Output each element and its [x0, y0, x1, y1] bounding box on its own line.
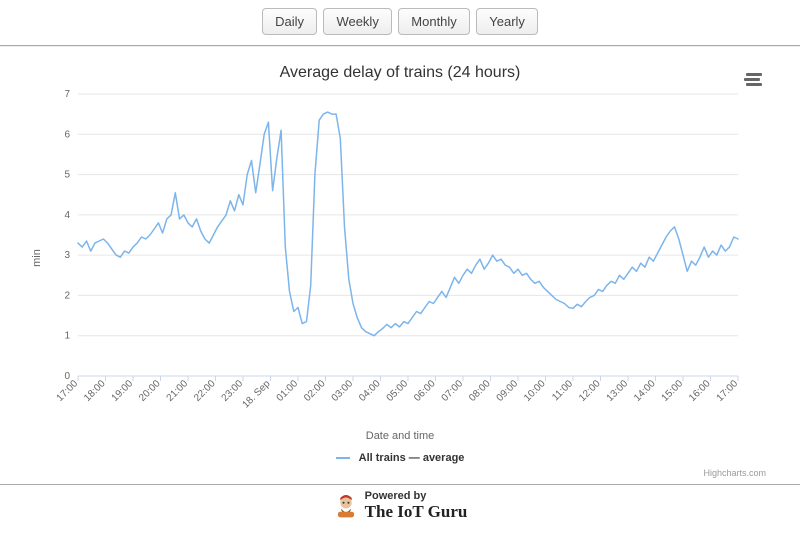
svg-text:16:00: 16:00	[687, 378, 713, 404]
yearly-button[interactable]: Yearly	[476, 8, 538, 35]
time-range-toolbar: Daily Weekly Monthly Yearly	[0, 0, 800, 46]
svg-text:5: 5	[64, 170, 70, 181]
legend-swatch-icon	[336, 457, 350, 459]
svg-text:08:00: 08:00	[467, 378, 493, 404]
svg-text:10:00: 10:00	[522, 378, 548, 404]
line-chart-svg: 0123456717:0018:0019:0020:0021:0022:0023…	[30, 88, 750, 428]
chart-legend[interactable]: All trains — average	[30, 442, 770, 468]
svg-text:18:00: 18:00	[82, 378, 108, 404]
svg-text:12:00: 12:00	[577, 378, 603, 404]
svg-text:23:00: 23:00	[220, 378, 246, 404]
y-axis-label: min	[31, 249, 43, 267]
svg-text:18. Sep: 18. Sep	[240, 378, 272, 410]
powered-by-brand: The IoT Guru	[365, 503, 468, 521]
x-axis-label: Date and time	[30, 430, 770, 442]
svg-text:03:00: 03:00	[330, 378, 356, 404]
svg-text:22:00: 22:00	[192, 378, 218, 404]
svg-text:14:00: 14:00	[632, 378, 658, 404]
svg-text:19:00: 19:00	[110, 378, 136, 404]
chart-title: Average delay of trains (24 hours)	[30, 64, 770, 82]
svg-text:21:00: 21:00	[165, 378, 191, 404]
svg-text:17:00: 17:00	[715, 378, 741, 404]
chart-container: Average delay of trains (24 hours) min 0…	[0, 46, 800, 485]
daily-button[interactable]: Daily	[262, 8, 317, 35]
svg-text:7: 7	[64, 89, 70, 100]
svg-text:06:00: 06:00	[412, 378, 438, 404]
svg-text:17:00: 17:00	[55, 378, 81, 404]
legend-label: All trains — average	[359, 452, 465, 464]
svg-text:20:00: 20:00	[137, 378, 163, 404]
svg-text:15:00: 15:00	[660, 378, 686, 404]
footer: Powered by The IoT Guru	[0, 485, 800, 530]
svg-text:11:00: 11:00	[550, 378, 575, 403]
chart-plot: min 0123456717:0018:0019:0020:0021:0022:…	[30, 88, 770, 428]
svg-text:4: 4	[64, 210, 70, 221]
guru-icon	[333, 493, 359, 519]
svg-text:09:00: 09:00	[495, 378, 521, 404]
powered-by-link[interactable]: Powered by The IoT Guru	[333, 491, 468, 520]
chart-credits[interactable]: Highcharts.com	[30, 468, 770, 478]
svg-text:05:00: 05:00	[385, 378, 411, 404]
chart-menu-icon[interactable]	[742, 70, 762, 88]
monthly-button[interactable]: Monthly	[398, 8, 470, 35]
powered-by-label: Powered by	[365, 491, 468, 503]
svg-text:6: 6	[64, 129, 70, 140]
weekly-button[interactable]: Weekly	[323, 8, 391, 35]
svg-text:01:00: 01:00	[275, 378, 301, 404]
svg-text:1: 1	[64, 331, 70, 342]
svg-text:07:00: 07:00	[440, 378, 466, 404]
svg-text:02:00: 02:00	[302, 378, 328, 404]
svg-text:2: 2	[64, 290, 70, 301]
svg-text:3: 3	[64, 250, 70, 261]
svg-text:13:00: 13:00	[605, 378, 631, 404]
svg-text:04:00: 04:00	[357, 378, 383, 404]
